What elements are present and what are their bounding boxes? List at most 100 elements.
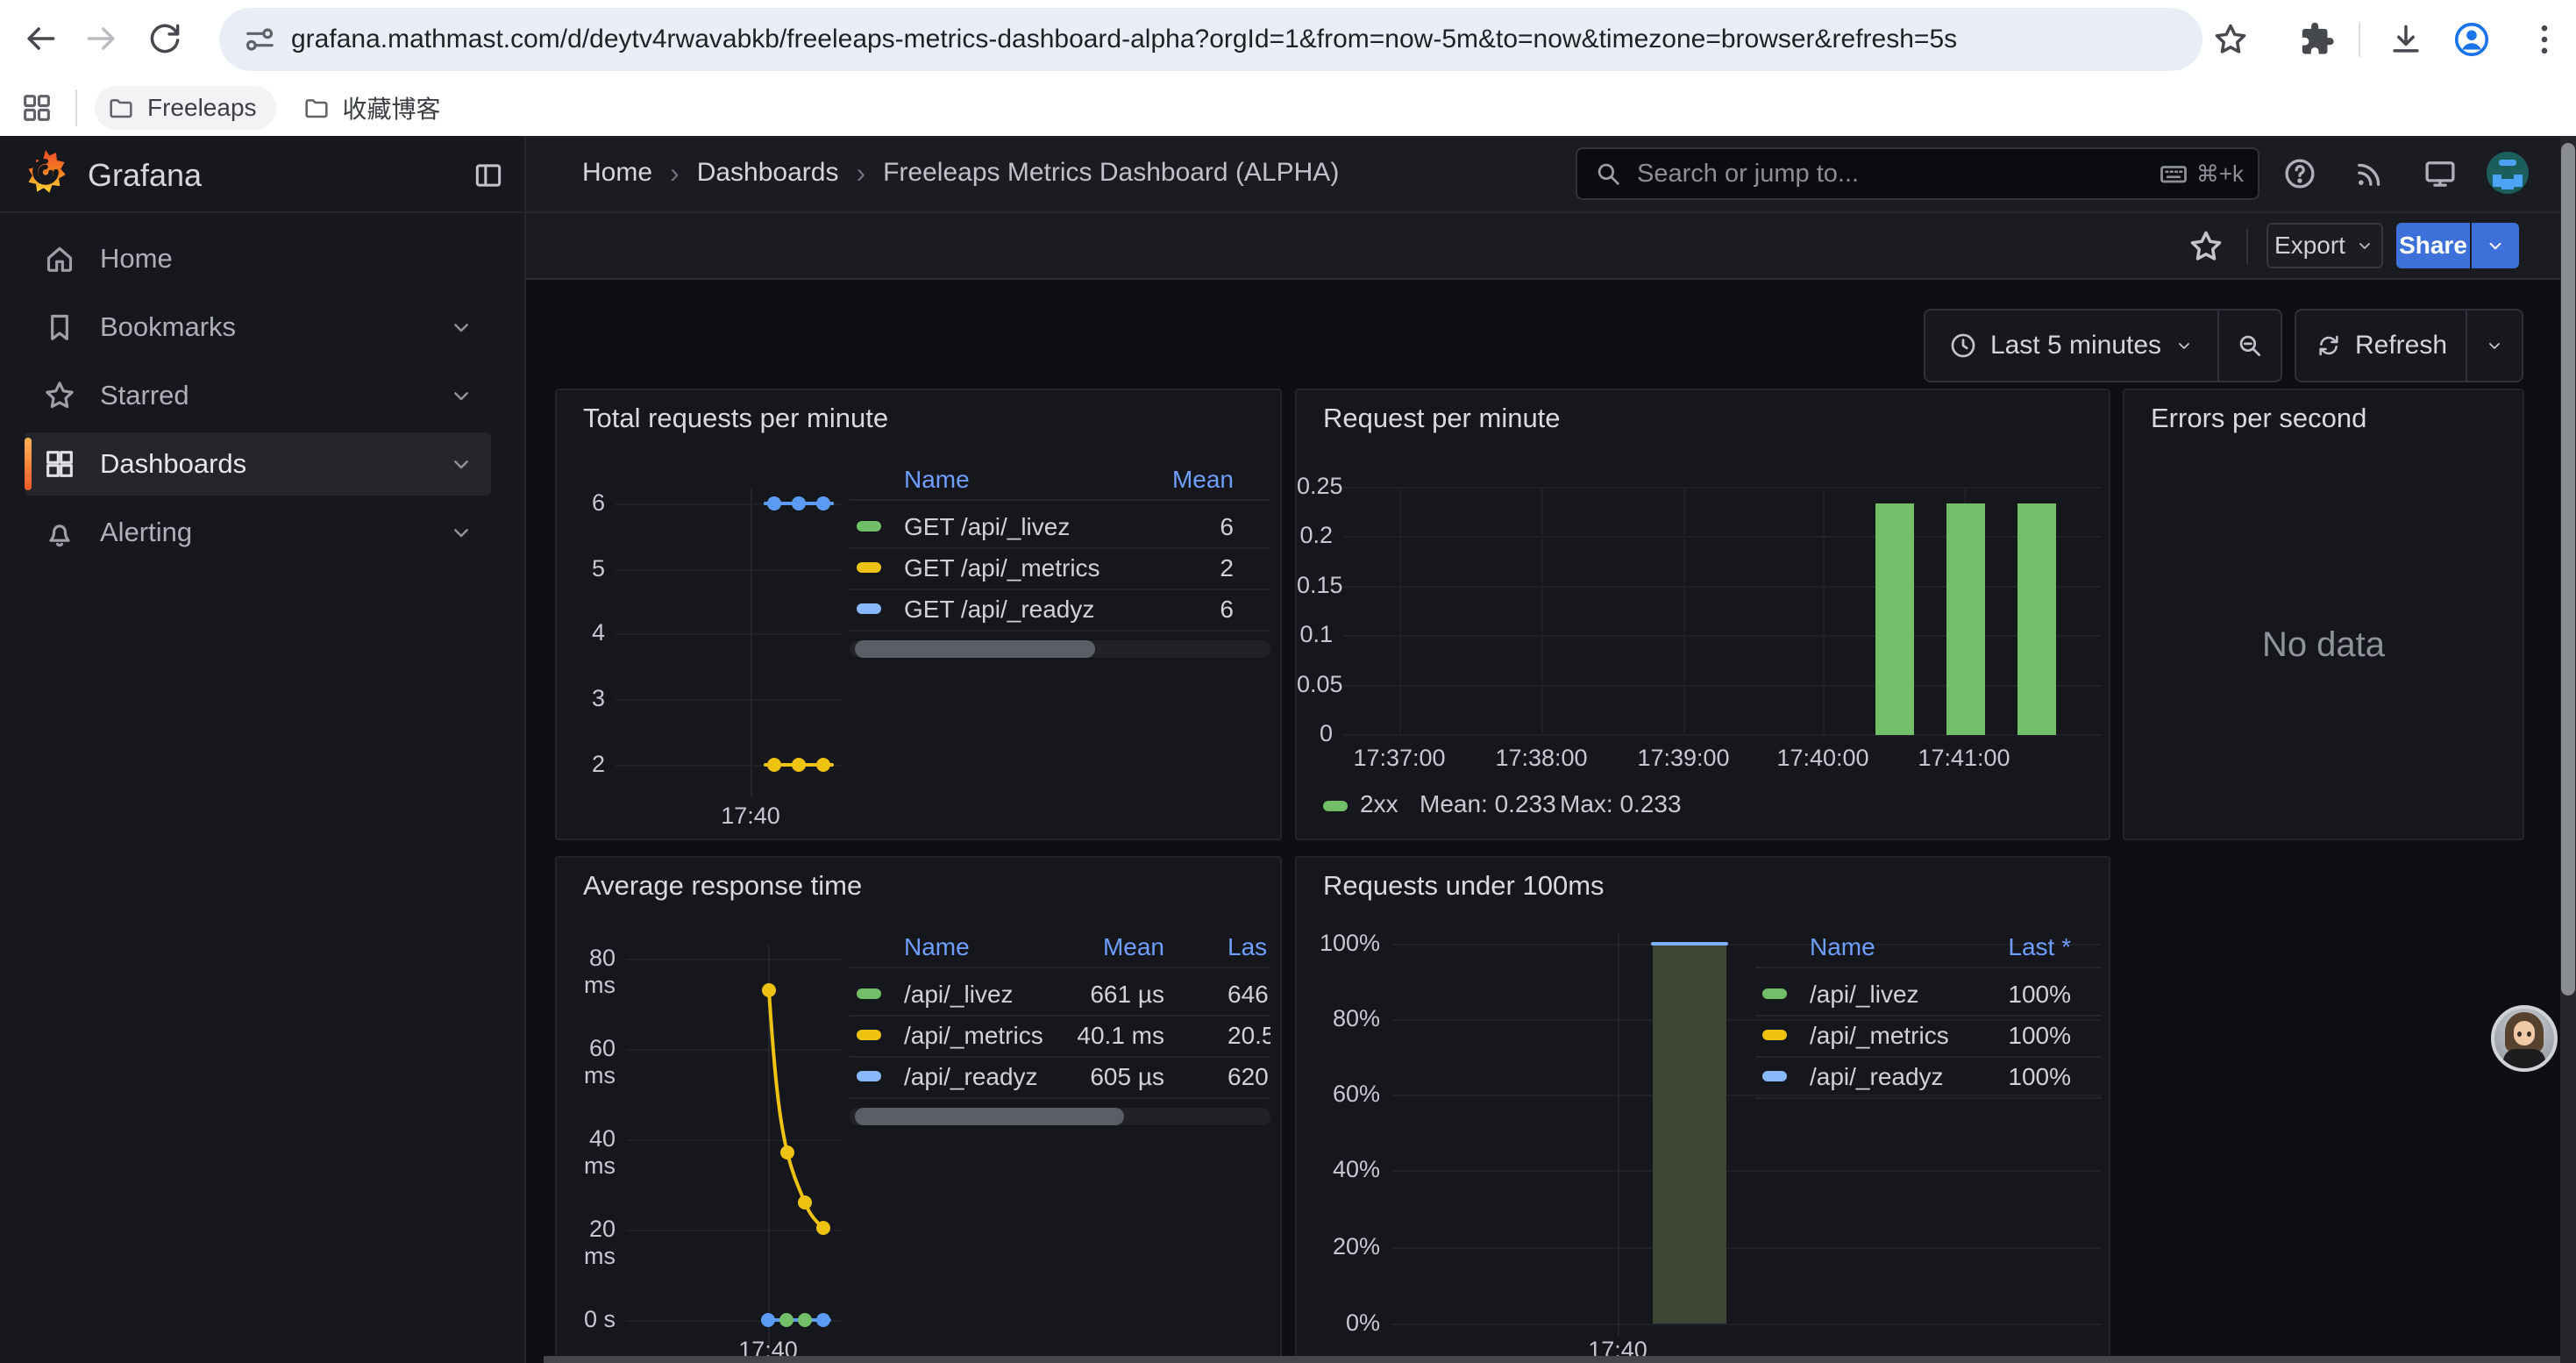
x-gridline xyxy=(751,489,752,797)
legend-col-header[interactable]: Las xyxy=(1228,933,1267,961)
y-axis-label: 100% xyxy=(1297,930,1380,957)
x-axis-label: 17:40:00 xyxy=(1753,745,1893,772)
chevron-down-icon xyxy=(2354,235,2375,256)
y-axis-label: 60% xyxy=(1297,1081,1380,1108)
legend-series-name[interactable]: GET /api/_readyz xyxy=(904,596,1094,624)
sidebar: Grafana HomeBookmarksStarredDashboardsAl… xyxy=(0,136,526,1363)
x-axis-label: 17:37:00 xyxy=(1329,745,1469,772)
bookmark-item[interactable]: 收藏博客 xyxy=(290,86,460,130)
news-rss-icon[interactable] xyxy=(2352,155,2388,192)
breadcrumb-item[interactable]: Home xyxy=(582,158,652,188)
legend-col-header[interactable]: Mean xyxy=(1024,933,1164,961)
legend-separator xyxy=(850,630,1270,632)
y-gridline xyxy=(626,1139,842,1141)
reload-icon[interactable] xyxy=(146,19,184,58)
site-settings-icon[interactable] xyxy=(242,22,277,57)
bookmark-list: Freeleaps 收藏博客 xyxy=(95,86,460,130)
legend-col-header[interactable]: Name xyxy=(904,466,970,494)
sidebar-item-bookmarks[interactable]: Bookmarks xyxy=(25,296,491,359)
legend-series-name[interactable]: GET /api/_metrics xyxy=(904,554,1100,582)
legend-series-name[interactable]: 2xx xyxy=(1360,790,1398,818)
legend-col-header[interactable]: Mean xyxy=(1093,466,1234,494)
apps-grid-icon[interactable] xyxy=(19,90,54,125)
series-top-line xyxy=(1651,942,1728,946)
sidebar-item-alerting[interactable]: Alerting xyxy=(25,501,491,564)
chevron-down-icon[interactable] xyxy=(447,450,475,478)
bookmark-item[interactable]: Freeleaps xyxy=(95,86,276,130)
url-input[interactable] xyxy=(289,24,2046,55)
legend-series-name[interactable]: /api/_metrics xyxy=(904,1022,1043,1050)
chevron-down-icon[interactable] xyxy=(447,518,475,546)
legend-scrollbar-track[interactable] xyxy=(850,640,1270,658)
legend-series-name[interactable]: /api/_metrics xyxy=(1810,1022,1949,1050)
share-menu-button[interactable] xyxy=(2472,223,2519,268)
downloads-icon[interactable] xyxy=(2387,20,2425,59)
url-bar[interactable] xyxy=(219,8,2202,71)
legend-separator xyxy=(850,589,1270,590)
legend-series-name[interactable]: /api/_livez xyxy=(1810,981,1919,1009)
data-point xyxy=(779,1313,793,1327)
extensions-icon[interactable] xyxy=(2297,20,2336,59)
sidebar-item-dashboards[interactable]: Dashboards xyxy=(25,432,491,496)
y-axis-label: 5 xyxy=(557,555,605,582)
legend-series-name[interactable]: /api/_readyz xyxy=(1810,1063,1944,1091)
breadcrumb-item[interactable]: Freeleaps Metrics Dashboard (ALPHA) xyxy=(883,158,1339,188)
legend-scrollbar-thumb[interactable] xyxy=(855,1108,1124,1125)
profile-icon[interactable] xyxy=(2451,19,2492,60)
panel-errors-per-second: Errors per second No data xyxy=(2123,389,2524,840)
legend-series-name[interactable]: /api/_readyz xyxy=(904,1063,1038,1091)
legend-scrollbar-track[interactable] xyxy=(850,1108,1270,1125)
panel-title[interactable]: Request per minute xyxy=(1323,403,1561,434)
chevron-down-icon xyxy=(2484,335,2505,356)
help-icon[interactable] xyxy=(2281,155,2318,192)
x-axis-label: 17:38:00 xyxy=(1471,745,1612,772)
y-axis-label: 2 xyxy=(557,751,605,778)
app-header: Home›Dashboards›Freeleaps Metrics Dashbo… xyxy=(526,136,2560,213)
panel-title[interactable]: Requests under 100ms xyxy=(1323,870,1605,902)
back-icon[interactable] xyxy=(21,19,60,58)
legend-col-header[interactable]: Name xyxy=(904,933,970,961)
chevron-down-icon[interactable] xyxy=(447,382,475,410)
legend-value: 2 xyxy=(1093,554,1234,582)
refresh-label: Refresh xyxy=(2355,331,2447,360)
search-input[interactable] xyxy=(1635,159,2158,189)
forward-icon[interactable] xyxy=(82,19,121,58)
bookmark-label: Freeleaps xyxy=(147,94,257,122)
data-point xyxy=(761,1313,775,1327)
bar xyxy=(1946,503,1985,735)
legend-scrollbar-thumb[interactable] xyxy=(855,640,1095,658)
bookmark-star-icon[interactable] xyxy=(2211,20,2250,59)
area-fill xyxy=(1653,944,1726,1324)
sidebar-item-home[interactable]: Home xyxy=(25,227,491,290)
legend-series-name[interactable]: /api/_livez xyxy=(904,981,1014,1009)
y-axis-label: 40 ms xyxy=(557,1125,616,1180)
legend-col-header[interactable]: Last * xyxy=(1931,933,2071,961)
time-range-picker[interactable]: Last 5 minutes xyxy=(1925,310,2217,381)
export-button[interactable]: Export xyxy=(2266,223,2383,268)
kiosk-monitor-icon[interactable] xyxy=(2422,155,2459,192)
dock-menu-icon[interactable] xyxy=(472,159,505,192)
sidebar-item-starred[interactable]: Starred xyxy=(25,364,491,427)
breadcrumb-separator: › xyxy=(856,157,865,189)
panel-title[interactable]: Errors per second xyxy=(2151,403,2366,434)
x-gridline xyxy=(1618,932,1619,1336)
dashboards-grid-icon xyxy=(42,446,77,482)
refresh-button[interactable]: Refresh xyxy=(2296,310,2466,381)
favorite-star-icon[interactable] xyxy=(2187,227,2225,266)
page-scrollbar-thumb[interactable] xyxy=(2561,143,2575,995)
share-button[interactable]: Share xyxy=(2396,223,2470,268)
chevron-down-icon[interactable] xyxy=(447,313,475,341)
panel-title[interactable]: Total requests per minute xyxy=(583,403,888,434)
user-avatar[interactable] xyxy=(2487,152,2529,194)
zoom-out-button[interactable] xyxy=(2219,310,2281,381)
y-axis-label: 20% xyxy=(1297,1233,1380,1260)
refresh-interval-button[interactable] xyxy=(2467,310,2522,381)
panel-title[interactable]: Average response time xyxy=(583,870,862,902)
legend-col-header[interactable]: Name xyxy=(1810,933,1875,961)
search-box[interactable]: ⌘+k xyxy=(1576,147,2259,200)
legend-series-name[interactable]: GET /api/_livez xyxy=(904,513,1070,541)
assistant-avatar[interactable] xyxy=(2491,1005,2558,1072)
breadcrumb-item[interactable]: Dashboards xyxy=(697,158,839,188)
menu-kebab-icon[interactable] xyxy=(2525,20,2564,59)
grafana-logo-icon[interactable] xyxy=(23,148,68,199)
